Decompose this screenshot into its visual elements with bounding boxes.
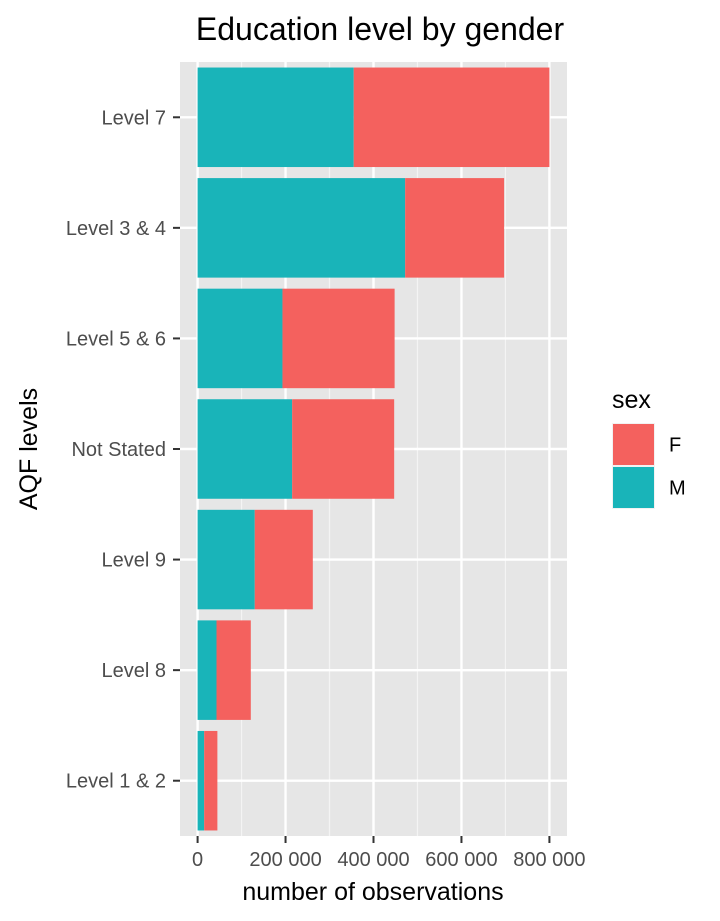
bar-f: [216, 620, 251, 720]
legend-title: sex: [612, 386, 651, 414]
chart-title: Education level by gender: [196, 11, 565, 47]
y-tick-label: Level 5 & 6: [66, 328, 166, 350]
legend-label-m: M: [669, 478, 686, 500]
x-tick-label: 600 000: [425, 849, 497, 871]
y-axis-title: AQF levels: [15, 388, 43, 510]
x-tick-label: 800 000: [513, 849, 585, 871]
bar-m: [197, 288, 283, 389]
bar-f: [292, 399, 395, 499]
bar-m: [197, 620, 217, 720]
y-tick-label: Level 3 & 4: [66, 218, 166, 240]
x-axis: 0 200 000 400 000 600 000 800 000: [192, 836, 586, 871]
bar-m: [197, 178, 406, 278]
bar-f: [204, 730, 218, 831]
legend-swatch-m: [613, 467, 654, 508]
bar-m: [197, 67, 354, 168]
x-tick-label: 400 000: [337, 849, 409, 871]
bar-f: [353, 67, 550, 168]
legend-label-f: F: [669, 435, 681, 457]
y-tick-label: Level 9: [102, 550, 167, 572]
bar-m: [197, 399, 293, 499]
bars: [197, 67, 550, 831]
x-axis-title: number of observations: [242, 878, 503, 906]
bar-f: [282, 288, 395, 389]
y-tick-label: Level 1 & 2: [66, 771, 166, 793]
x-tick-label: 0: [192, 849, 203, 871]
legend-swatch-f: [613, 424, 654, 465]
bar-f: [254, 509, 313, 610]
bar-m: [197, 509, 255, 610]
bar-f: [405, 178, 505, 278]
y-tick-label: Level 8: [102, 660, 167, 682]
y-tick-label: Not Stated: [71, 439, 166, 461]
legend: sex FM: [612, 386, 686, 509]
bar-m: [197, 730, 205, 831]
y-axis: Level 7 Level 3 & 4 Level 5 & 6 Not Stated L…: [66, 107, 180, 793]
x-tick-label: 200 000: [249, 849, 321, 871]
y-tick-label: Level 7: [102, 107, 167, 129]
